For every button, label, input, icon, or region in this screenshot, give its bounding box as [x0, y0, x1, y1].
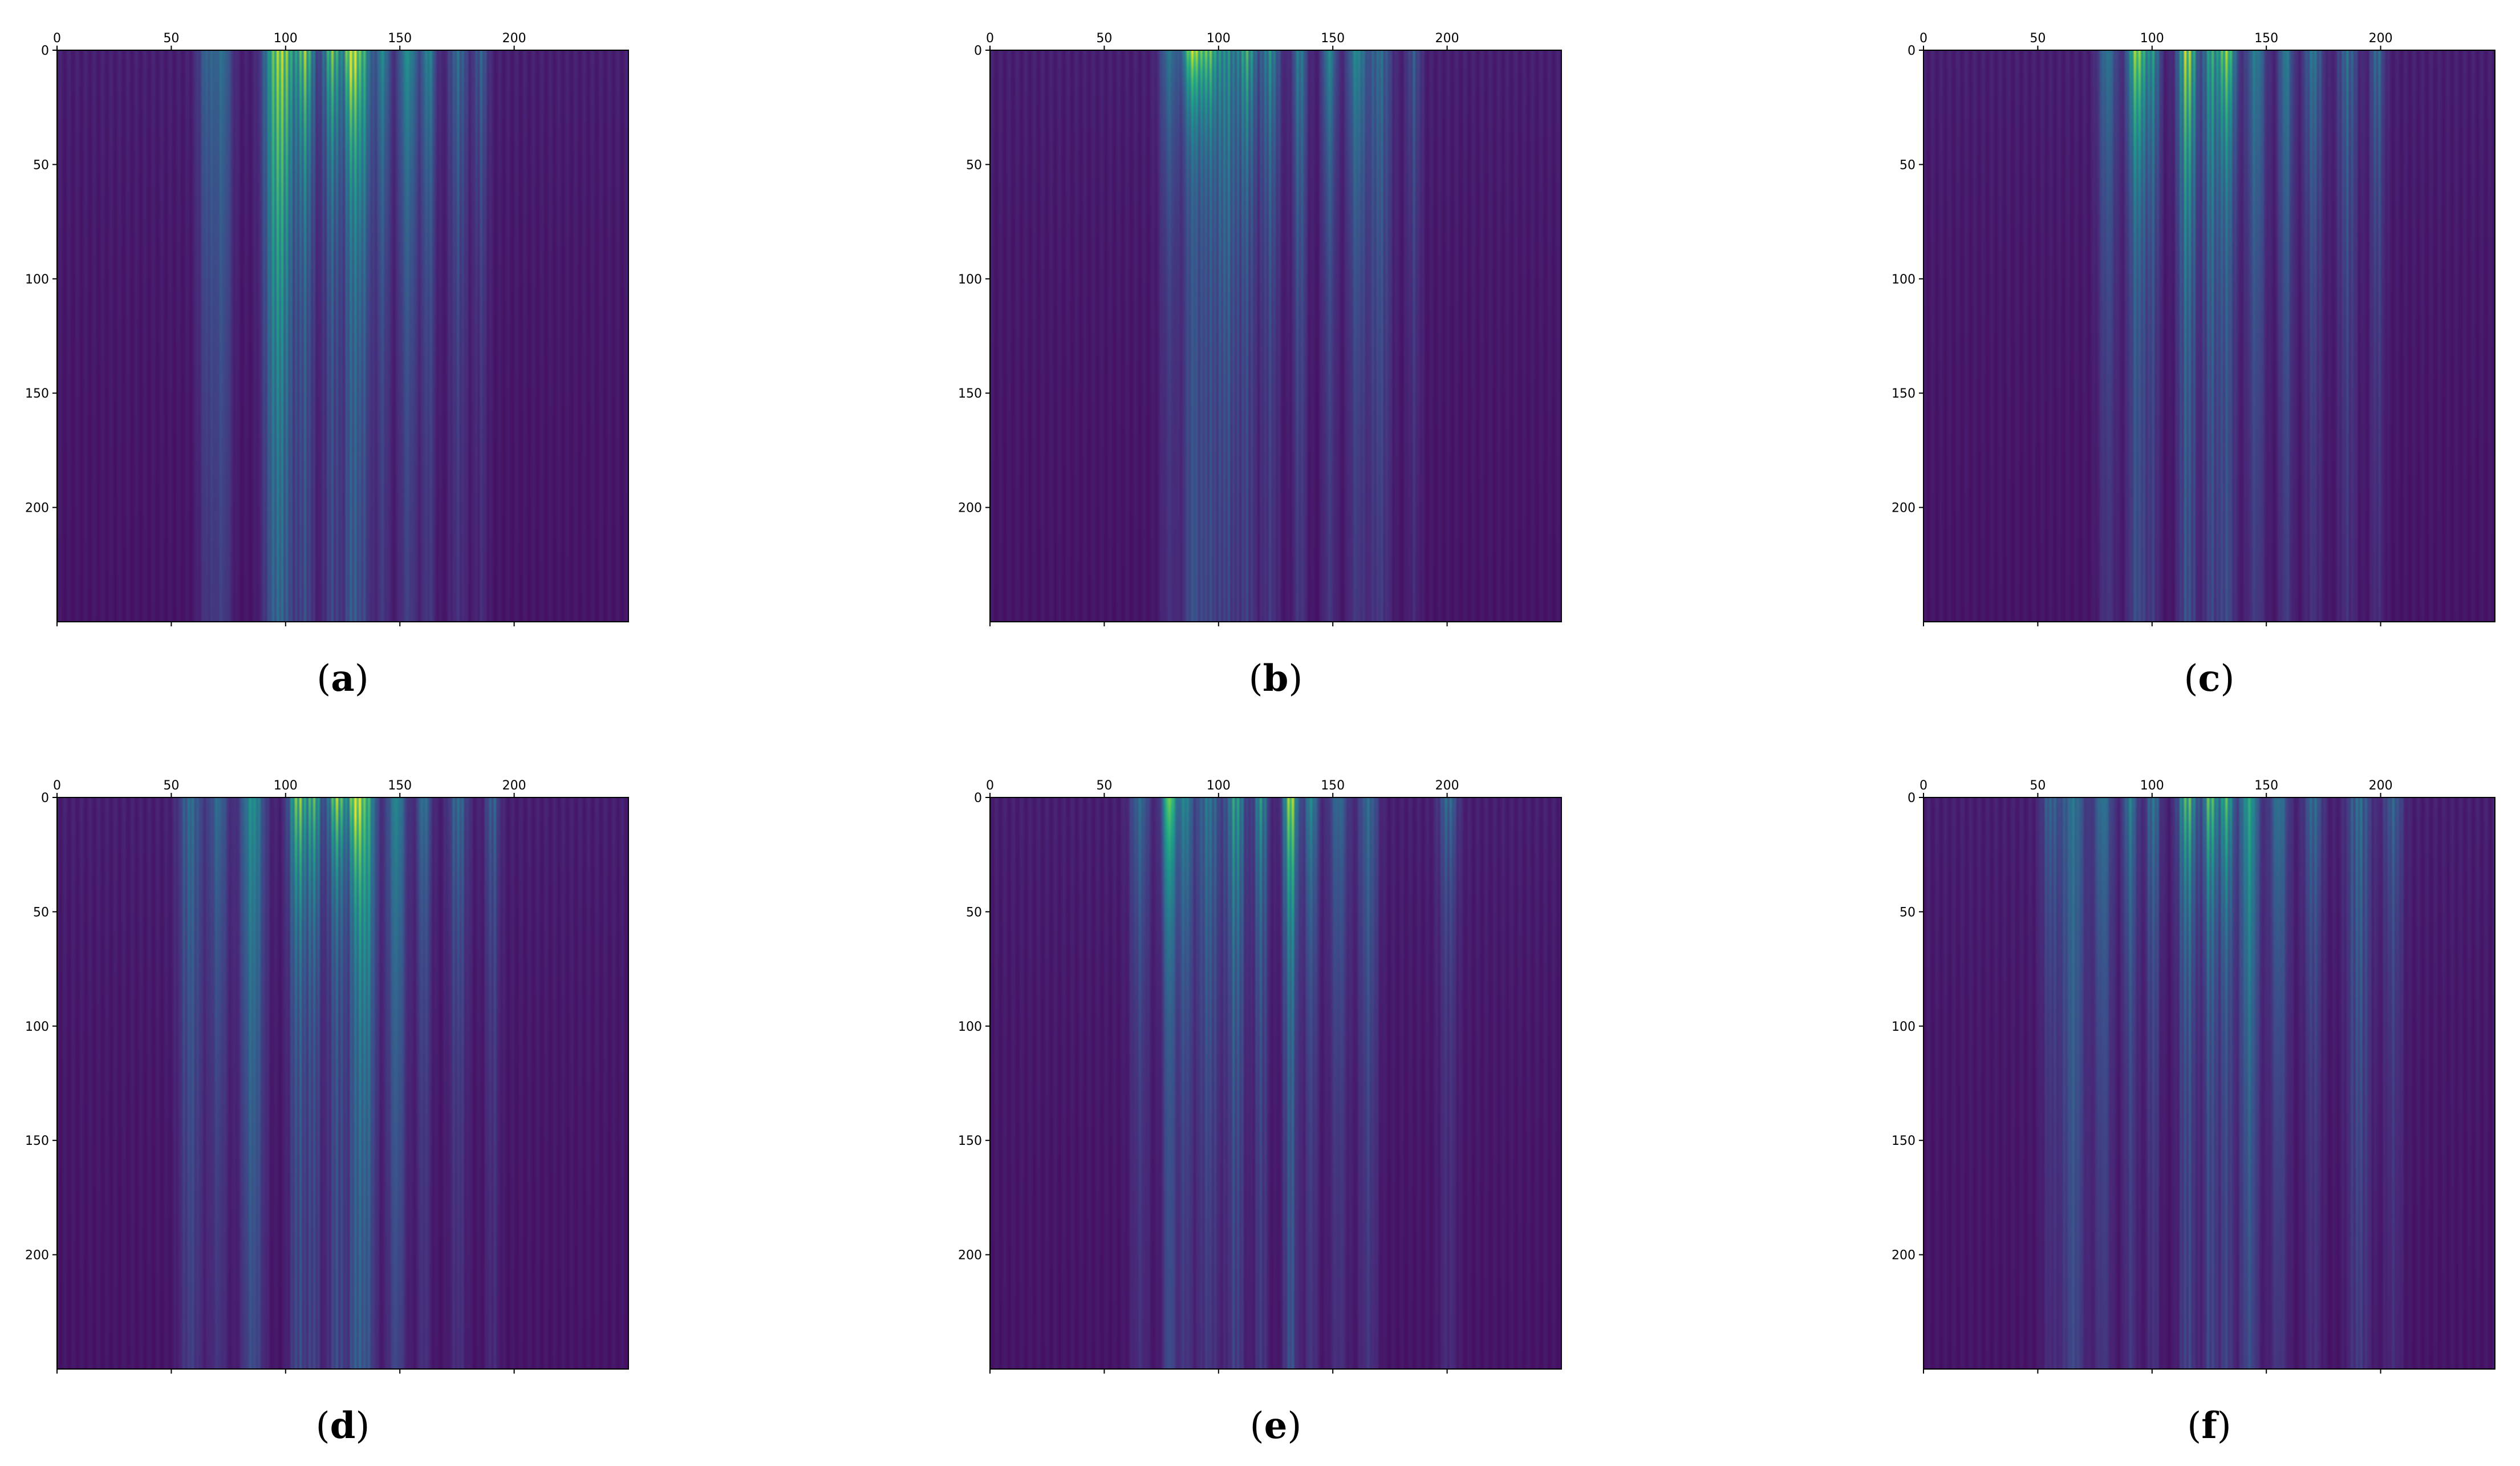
caption-letter: d: [330, 1404, 356, 1447]
y-tick-label: 50: [966, 905, 982, 920]
y-tick-label: 200: [1892, 1249, 1916, 1263]
x-tick-label: 200: [502, 779, 526, 793]
x-tick-label: 100: [274, 779, 298, 793]
x-tick-label: 200: [502, 31, 526, 46]
x-tick-label: 0: [1920, 779, 1927, 793]
panel-caption: (c): [2184, 657, 2235, 700]
x-tick-label: 50: [2030, 31, 2046, 46]
heatmap-panel-f: 0 50 100 150 200 0 50 100 150 200: [1878, 758, 2518, 1386]
x-tick-label: 0: [53, 779, 61, 793]
x-tick-label: 0: [986, 31, 994, 46]
y-tick-label: 150: [1892, 1134, 1916, 1148]
plot-frame: [989, 797, 1562, 1370]
heatmap-image: [1924, 50, 2495, 622]
x-tick-label: 50: [2030, 779, 2046, 793]
caption-letter: b: [1263, 657, 1289, 700]
heatmap-svg: 0 50 100 150 200 0 50 100 150 200: [958, 779, 1562, 1374]
plot-frame: [1923, 50, 2495, 622]
x-tick-label: 150: [1321, 31, 1345, 46]
caption-letter: e: [1264, 1404, 1288, 1447]
y-tick-label: 150: [25, 387, 49, 401]
y-tick-label: 0: [41, 791, 49, 805]
x-tick-label: 100: [274, 31, 298, 46]
x-tick-label: 150: [2254, 31, 2278, 46]
y-tick-label: 50: [33, 905, 49, 920]
heatmap-image: [57, 797, 628, 1369]
y-tick-label: 100: [25, 273, 49, 287]
x-tick-label: 200: [2369, 779, 2393, 793]
panel-caption: (f): [2187, 1404, 2231, 1447]
x-tick-label: 0: [986, 779, 994, 793]
heatmap-image: [57, 50, 628, 622]
y-tick-label: 50: [1900, 158, 1916, 172]
y-tick-label: 150: [1892, 387, 1916, 401]
heatmap-panel-b: 0 50 100 150 200 0 50 100 150 200: [944, 10, 1584, 639]
x-tick-label: 50: [163, 31, 179, 46]
heatmap-image: [990, 50, 1561, 622]
heatmap-image: [1924, 797, 2495, 1369]
x-tick-label: 50: [163, 779, 179, 793]
heatmap-svg: 0 50 100 150 200 0 50 100 150 200: [1892, 31, 2495, 626]
panel-caption: (a): [316, 657, 369, 700]
x-tick-label: 50: [1096, 779, 1112, 793]
y-tick-label: 50: [33, 158, 49, 172]
y-tick-label: 150: [958, 1134, 982, 1148]
heatmap-svg: 0 50 100 150 200 0 50 100 150 200: [1892, 779, 2495, 1374]
heatmap-panel-e: 0 50 100 150 200 0 50 100 150 200: [944, 758, 1584, 1386]
y-tick-label: 0: [974, 44, 982, 58]
y-tick-label: 150: [958, 387, 982, 401]
y-tick-label: 100: [1892, 273, 1916, 287]
caption-letter: c: [2198, 657, 2221, 700]
x-tick-label: 100: [2140, 31, 2164, 46]
heatmap-panel-a: 0 50 100 150 200 0 50 100 150 200: [11, 10, 651, 639]
x-tick-label: 150: [388, 31, 412, 46]
y-tick-label: 200: [1892, 501, 1916, 516]
y-tick-label: 50: [966, 158, 982, 172]
x-tick-label: 0: [53, 31, 61, 46]
y-tick-label: 150: [25, 1134, 49, 1148]
plot-frame: [56, 797, 629, 1370]
y-tick-label: 100: [958, 1020, 982, 1034]
x-tick-label: 100: [2140, 779, 2164, 793]
plot-frame: [1923, 797, 2495, 1370]
caption-letter: f: [2201, 1404, 2217, 1447]
panel-caption: (b): [1248, 657, 1303, 700]
heatmap-svg: 0 50 100 150 200 0 50 100 150 200: [25, 31, 629, 626]
plot-frame: [56, 50, 629, 622]
heatmap-svg: 0 50 100 150 200 0 50 100 150 200: [958, 31, 1562, 626]
x-tick-label: 0: [1920, 31, 1927, 46]
heatmap-panel-c: 0 50 100 150 200 0 50 100 150 200: [1878, 10, 2518, 639]
x-tick-label: 150: [2254, 779, 2278, 793]
caption-letter: a: [331, 657, 355, 700]
panel-caption: (d): [315, 1404, 370, 1447]
x-tick-label: 200: [1435, 779, 1459, 793]
x-tick-label: 50: [1096, 31, 1112, 46]
y-tick-label: 0: [1908, 791, 1916, 805]
x-tick-label: 100: [1207, 31, 1231, 46]
y-tick-label: 100: [1892, 1020, 1916, 1034]
y-tick-label: 0: [41, 44, 49, 58]
y-tick-label: 0: [1908, 44, 1916, 58]
y-tick-label: 200: [25, 501, 49, 516]
x-tick-label: 200: [2369, 31, 2393, 46]
y-tick-label: 0: [974, 791, 982, 805]
plot-frame: [989, 50, 1562, 622]
x-tick-label: 150: [1321, 779, 1345, 793]
heatmap-panel-d: 0 50 100 150 200 0 50 100 150 200: [11, 758, 651, 1386]
y-tick-label: 100: [958, 273, 982, 287]
x-tick-label: 100: [1207, 779, 1231, 793]
y-tick-label: 200: [958, 1249, 982, 1263]
y-tick-label: 50: [1900, 905, 1916, 920]
y-tick-label: 100: [25, 1020, 49, 1034]
heatmap-image: [990, 797, 1561, 1369]
panel-caption: (e): [1249, 1404, 1302, 1447]
x-tick-label: 150: [388, 779, 412, 793]
heatmap-svg: 0 50 100 150 200 0 50 100 150 200: [25, 779, 629, 1374]
x-tick-label: 200: [1435, 31, 1459, 46]
y-tick-label: 200: [958, 501, 982, 516]
y-tick-label: 200: [25, 1249, 49, 1263]
